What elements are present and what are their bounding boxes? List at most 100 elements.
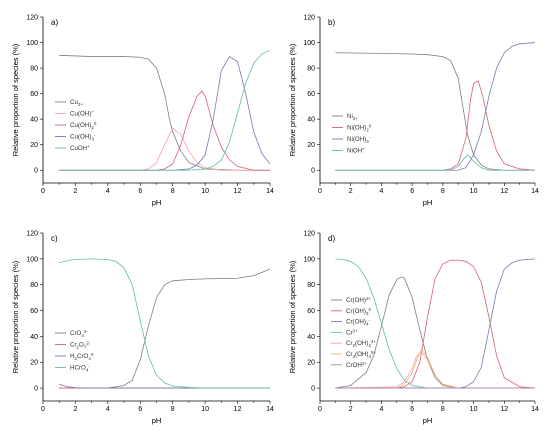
series-line-1 xyxy=(335,276,535,389)
y-tick-label: 120 xyxy=(26,231,38,238)
x-tick-label: 6 xyxy=(138,406,142,413)
x-tick-label: 10 xyxy=(201,406,209,413)
y-tick-label: 60 xyxy=(30,308,38,315)
y-tick-label: 20 xyxy=(30,360,38,367)
x-tick-label: 2 xyxy=(73,188,77,195)
y-tick-label: 100 xyxy=(303,40,315,47)
legend-entry: Cr(OH)30 xyxy=(346,307,371,316)
y-axis-label: Relative proportion of species (%) xyxy=(11,43,20,156)
x-tick-label: 10 xyxy=(470,188,478,195)
series-line-2 xyxy=(335,259,536,389)
legend-entry: Cu(OH)3- xyxy=(70,133,96,142)
x-tick-label: 10 xyxy=(201,188,209,195)
y-tick-label: 60 xyxy=(30,91,38,98)
panel-label: a) xyxy=(51,18,58,27)
x-tick-label: 4 xyxy=(379,188,383,195)
x-tick-label: 0 xyxy=(41,406,45,413)
y-tick-label: 80 xyxy=(30,282,38,289)
legend-entry: Cu2+ xyxy=(70,99,83,107)
x-tick-label: 14 xyxy=(266,188,274,195)
series-line-1 xyxy=(59,54,270,171)
chart-panel-3: 0 2 4 6 8 10 12 14 0 20 40 60 80 100 120 pH Relative pro… xyxy=(11,231,274,426)
series-line-3 xyxy=(335,258,536,389)
legend-entry: CrO42- xyxy=(70,329,88,338)
x-tick-label: 14 xyxy=(531,188,539,195)
x-tick-label: 4 xyxy=(379,406,383,413)
y-tick-label: 100 xyxy=(26,40,38,47)
series-line-4 xyxy=(59,258,270,389)
y-tick-label: 60 xyxy=(307,308,315,315)
x-tick-label: 6 xyxy=(410,188,414,195)
series-line-5 xyxy=(59,49,271,171)
y-tick-label: 40 xyxy=(30,334,38,341)
y-tick-label: 0 xyxy=(34,168,38,175)
x-tick-label: 12 xyxy=(500,188,508,195)
y-tick-label: 20 xyxy=(30,142,38,149)
series-line-3 xyxy=(59,383,270,389)
chart-panel-4: 0 2 4 6 8 10 12 14 0 20 40 60 80 100 120 pH Relative pro… xyxy=(288,231,539,426)
x-tick-label: 0 xyxy=(318,188,322,195)
y-tick-label: 80 xyxy=(30,66,38,73)
legend-entry: CrOH2+ xyxy=(346,361,367,369)
y-tick-label: 120 xyxy=(303,231,315,238)
x-tick-label: 6 xyxy=(410,406,414,413)
x-tick-label: 6 xyxy=(138,188,142,195)
legend-entry: Cr2(OH)24+ xyxy=(346,339,376,348)
legend-entry: Cr(OH)4- xyxy=(346,318,370,327)
series-line-3 xyxy=(335,42,536,171)
panel-label: b) xyxy=(328,18,335,27)
x-tick-label: 8 xyxy=(171,188,175,195)
legend: Ni2+ Ni(OH)20 Ni(OH)3- NiOH+ xyxy=(332,113,372,155)
series-line-1 xyxy=(335,52,535,171)
legend-entry: Cr(OH)2+ xyxy=(346,296,371,304)
legend-entry: Cu(OH)+ xyxy=(70,110,94,118)
series-line-2 xyxy=(335,80,536,171)
series-line-3 xyxy=(59,90,270,171)
x-tick-label: 8 xyxy=(441,188,445,195)
legend-entry: Ni(OH)20 xyxy=(347,124,372,133)
panel-label: d) xyxy=(328,234,335,243)
x-tick-label: 2 xyxy=(349,188,353,195)
x-tick-label: 0 xyxy=(41,188,45,195)
x-axis-label: pH xyxy=(423,198,433,207)
x-tick-label: 0 xyxy=(318,406,322,413)
y-tick-label: 120 xyxy=(303,15,315,22)
legend-entry: CuOH+ xyxy=(70,144,90,152)
x-tick-label: 12 xyxy=(234,406,242,413)
x-tick-label: 12 xyxy=(234,188,242,195)
x-tick-label: 4 xyxy=(106,188,110,195)
chart-panel-1: 0 2 4 6 8 10 12 14 0 20 40 60 80 100 120 pH Relative pro… xyxy=(11,15,274,208)
legend-entry: Ni2+ xyxy=(347,113,358,121)
series-line-1 xyxy=(59,268,271,389)
x-tick-label: 14 xyxy=(531,406,539,413)
x-tick-label: 8 xyxy=(441,406,445,413)
y-tick-label: 100 xyxy=(303,256,315,263)
x-tick-label: 10 xyxy=(470,406,478,413)
legend-entry: Ni(OH)3- xyxy=(347,135,371,144)
x-axis-label: pH xyxy=(152,416,162,425)
x-axis-label: pH xyxy=(152,198,162,207)
panel-label: c) xyxy=(51,234,58,243)
series-line-4 xyxy=(335,154,535,171)
y-axis-label: Relative proportion of species (%) xyxy=(288,260,297,373)
legend-entry: Cu(OH)20 xyxy=(70,121,97,130)
legend-entry: Cr3+ xyxy=(346,328,358,336)
y-axis-label: Relative proportion of species (%) xyxy=(11,260,20,373)
legend-entry: Cr3(OH)45+ xyxy=(346,350,376,359)
legend-entry: H2CrO40 xyxy=(70,352,94,361)
legend-entry: Cr2O72- xyxy=(70,341,91,350)
y-tick-label: 80 xyxy=(307,282,315,289)
y-tick-label: 40 xyxy=(307,117,315,124)
legend: Cr(OH)2+ Cr(OH)30 Cr(OH)4-Cr3+ Cr2(OH)24+ Cr… xyxy=(331,296,376,369)
chart-panel-2: 0 2 4 6 8 10 12 14 0 20 40 60 80 100 120 pH Relative pro… xyxy=(288,15,539,208)
y-tick-label: 80 xyxy=(307,66,315,73)
y-tick-label: 40 xyxy=(307,334,315,341)
y-axis-label: Relative proportion of species (%) xyxy=(288,43,297,156)
legend-entry: NiOH+ xyxy=(347,147,365,155)
y-tick-label: 20 xyxy=(307,360,315,367)
legend: CrO42- Cr2O72- H2CrO40 HCrO4- xyxy=(55,329,94,372)
y-tick-label: 0 xyxy=(311,386,315,393)
x-tick-label: 4 xyxy=(106,406,110,413)
x-tick-label: 2 xyxy=(349,406,353,413)
